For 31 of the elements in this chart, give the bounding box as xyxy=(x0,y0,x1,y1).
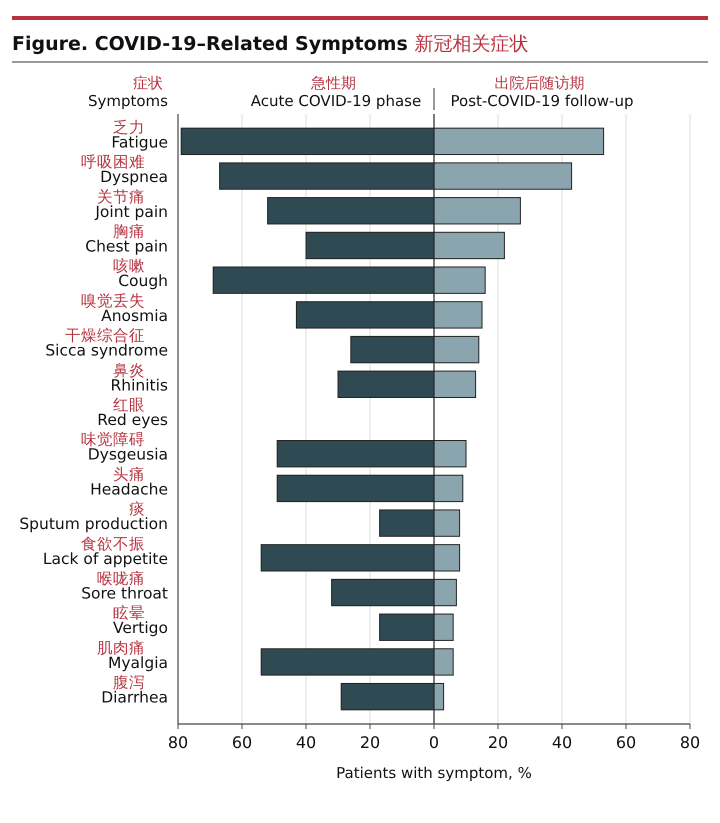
x-tick-label: 80 xyxy=(680,733,700,752)
y-axis-title: 症状 Symptoms xyxy=(88,74,168,110)
y-tick-label: 胸痛 Chest pain xyxy=(85,222,168,256)
y-tick-label: 味觉障碍 Dysgeusia xyxy=(81,430,168,464)
x-tick-label: 20 xyxy=(488,733,508,752)
x-tick-label: 40 xyxy=(296,733,316,752)
y-tick-label: 咳嗽 Cough xyxy=(113,257,168,290)
x-axis-title: Patients with symptom, % xyxy=(336,764,532,782)
x-tick-label: 0 xyxy=(428,733,440,752)
y-tick-label: 痰 Sputum production xyxy=(19,500,168,534)
y-tick-label: 干燥综合征 Sicca syndrome xyxy=(45,326,168,360)
y-tick-label: 喉咙痛 Sore throat xyxy=(81,570,168,603)
y-tick-label: 呼吸困难 Dyspnea xyxy=(81,153,168,186)
x-tick-label: 80 xyxy=(168,733,188,752)
y-tick-label: 肌肉痛 Myalgia xyxy=(97,638,168,672)
x-tick-label: 20 xyxy=(360,733,380,752)
chart-title: Figure. COVID-19–Related Symptoms 新冠相关症状 xyxy=(12,33,528,55)
y-tick-label: 头痛 Headache xyxy=(90,465,168,498)
y-tick-label: 关节痛 Joint pain xyxy=(94,188,168,221)
y-tick-label: 乏力 Fatigue xyxy=(111,118,168,152)
y-tick-label: 嗅觉丢失 Anosmia xyxy=(81,292,168,325)
y-tick-label: 鼻炎 Rhinitis xyxy=(110,361,168,394)
x-tick-label: 40 xyxy=(552,733,572,752)
y-tick-label: 腹泻 Diarrhea xyxy=(101,674,168,707)
x-tick-label: 60 xyxy=(232,733,252,752)
y-tick-label: 红眼 Red eyes xyxy=(97,396,168,429)
y-tick-label: 食欲不振 Lack of appetite xyxy=(42,534,168,568)
x-tick-label: 60 xyxy=(616,733,636,752)
series-label: 出院后随访期 Post-COVID-19 follow-up xyxy=(450,74,634,110)
series-label: 急性期 Acute COVID-19 phase xyxy=(250,74,422,110)
y-tick-label: 眩晕 Vertigo xyxy=(112,604,168,638)
